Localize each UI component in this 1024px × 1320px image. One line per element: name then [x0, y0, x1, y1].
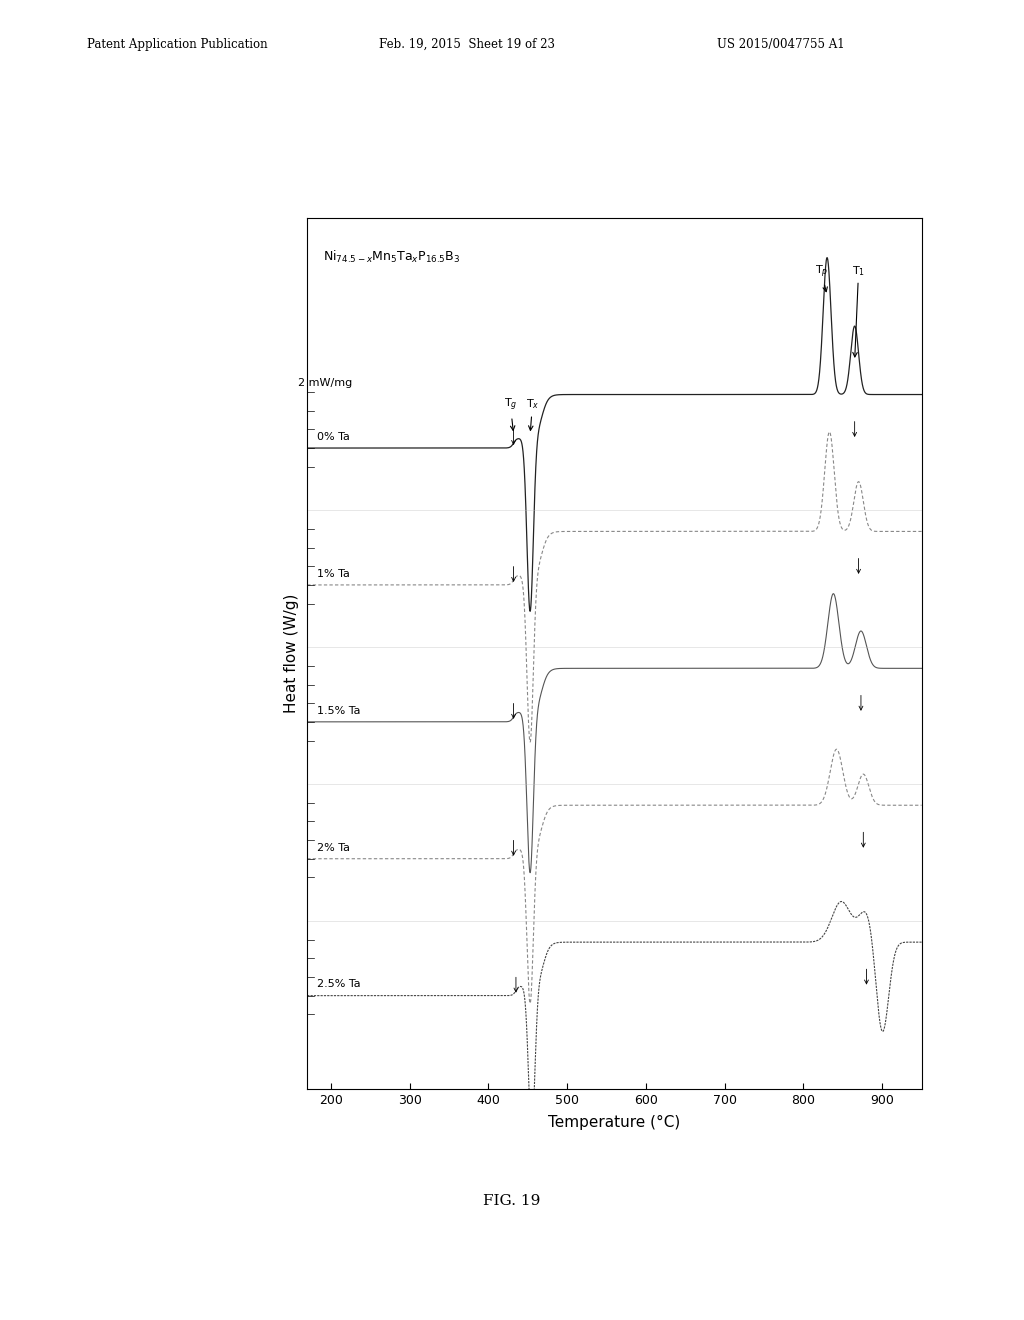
Text: Patent Application Publication: Patent Application Publication	[87, 37, 267, 50]
Text: T$_1$: T$_1$	[852, 264, 865, 356]
Y-axis label: Heat flow (W/g): Heat flow (W/g)	[284, 594, 299, 713]
Text: T$_g$: T$_g$	[504, 397, 517, 430]
Text: T$_p$: T$_p$	[815, 263, 828, 292]
Text: T$_x$: T$_x$	[525, 397, 540, 430]
Text: FIG. 19: FIG. 19	[483, 1195, 541, 1208]
Text: 1.5% Ta: 1.5% Ta	[316, 706, 360, 715]
Text: 2.5% Ta: 2.5% Ta	[316, 979, 360, 990]
Text: 2% Ta: 2% Ta	[316, 842, 349, 853]
Text: 1% Ta: 1% Ta	[316, 569, 349, 578]
Text: US 2015/0047755 A1: US 2015/0047755 A1	[717, 37, 845, 50]
X-axis label: Temperature (°C): Temperature (°C)	[548, 1115, 681, 1130]
Text: Ni$_{74.5-x}$Mn$_5$Ta$_x$P$_{16.5}$B$_3$: Ni$_{74.5-x}$Mn$_5$Ta$_x$P$_{16.5}$B$_3$	[323, 249, 461, 265]
Text: Feb. 19, 2015  Sheet 19 of 23: Feb. 19, 2015 Sheet 19 of 23	[379, 37, 555, 50]
Text: 0% Ta: 0% Ta	[316, 432, 349, 442]
Text: 2 mW/mg: 2 mW/mg	[298, 378, 352, 388]
